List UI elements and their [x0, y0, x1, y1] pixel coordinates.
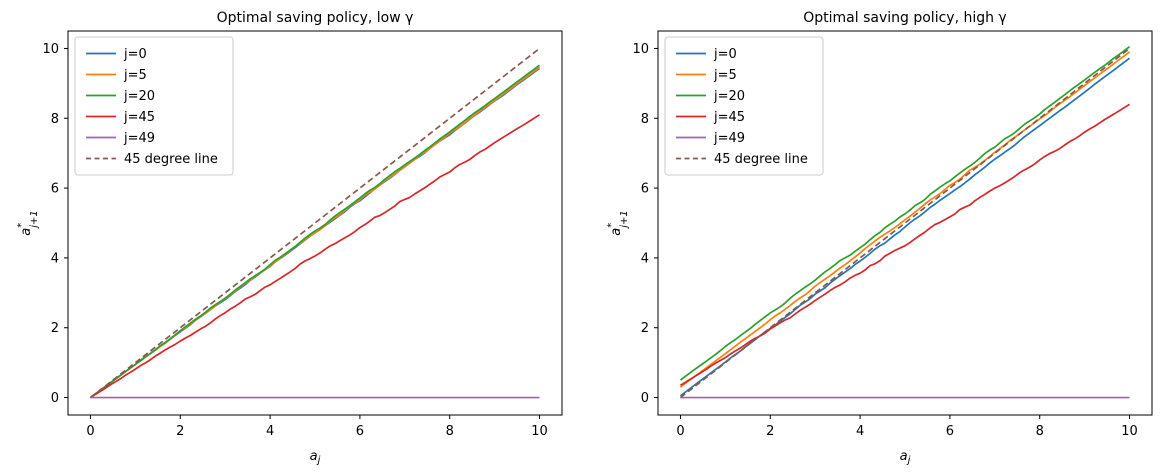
- legend: j=0 j=5 j=20 j=45 j=49 45 degree line: [74, 36, 234, 176]
- y-axis-label-sup: *: [16, 223, 27, 228]
- y-tick-label: 2: [641, 321, 649, 336]
- legend-label: j=0: [713, 47, 737, 62]
- legend-entry: 45 degree line: [86, 152, 218, 167]
- x-tick-label: 2: [766, 424, 774, 439]
- y-axis-label-base: a: [609, 228, 624, 236]
- series-line-j-20: [679, 46, 1131, 381]
- x-axis-label-sub: j: [316, 455, 321, 466]
- legend-box: [664, 36, 824, 176]
- x-tick-label: 6: [356, 424, 364, 439]
- legend-entry: j=5: [86, 68, 147, 83]
- axes-frame: [657, 30, 1153, 416]
- legend-label: j=20: [123, 89, 155, 104]
- y-tick-label: 8: [51, 112, 59, 127]
- chart-title: Optimal saving policy, high γ: [803, 10, 1006, 26]
- legend-entry: j=20: [676, 89, 745, 104]
- x-axis-label-base: a: [900, 449, 908, 464]
- y-tick-label: 8: [641, 112, 649, 127]
- legend-box: [74, 36, 234, 176]
- legend-label: j=0: [123, 47, 147, 62]
- legend-entry: j=49: [676, 131, 745, 146]
- legend: j=0 j=5 j=20 j=45 j=49 45 degree line: [664, 36, 824, 176]
- legend-label: j=5: [713, 68, 737, 83]
- y-tick-label: 2: [51, 321, 59, 336]
- legend-label: j=45: [713, 110, 745, 125]
- series-group: [679, 46, 1131, 399]
- legend-entry: 45 degree line: [676, 152, 808, 167]
- legend-label: j=20: [713, 89, 745, 104]
- x-tick-label: 8: [446, 424, 454, 439]
- series-line-j-20: [89, 64, 541, 399]
- y-tick-label: 4: [51, 251, 59, 266]
- x-tick-label: 10: [531, 424, 548, 439]
- y-tick-label: 0: [641, 391, 649, 406]
- subplot-left: 0 2 4 6 8 10 0 2 4 6 8 10 Optimal saving policy, low…: [16, 10, 563, 466]
- y-tick-label: 6: [51, 182, 59, 197]
- y-tick-label: 10: [42, 42, 59, 57]
- y-axis-label-base: a: [19, 228, 34, 236]
- legend-label: j=49: [123, 131, 155, 146]
- y-tick-label: 4: [641, 251, 649, 266]
- x-axis-label-sub: j: [906, 455, 911, 466]
- x-tick-label: 8: [1036, 424, 1044, 439]
- legend-entry: j=20: [86, 89, 155, 104]
- legend-entry: j=0: [676, 47, 737, 62]
- y-axis-label-sub: j+1: [29, 210, 40, 230]
- y-tick-label: 10: [632, 42, 649, 57]
- legend-entry: j=49: [86, 131, 155, 146]
- legend-label: j=5: [123, 68, 147, 83]
- legend-label: j=45: [123, 110, 155, 125]
- y-axis-label: a* j+1: [16, 210, 40, 236]
- y-axis-label: a* j+1: [606, 210, 630, 236]
- series-line-j-45: [90, 114, 541, 399]
- x-tick-label: 4: [266, 424, 274, 439]
- x-axis-label-base: a: [310, 449, 318, 464]
- subplot-right: 0 2 4 6 8 10 0 2 4 6 8 10 Optimal saving policy, hig…: [606, 10, 1153, 466]
- x-axis-label: aj: [310, 449, 321, 466]
- y-tick-label: 6: [641, 182, 649, 197]
- x-tick-label: 2: [176, 424, 184, 439]
- legend-entry: j=0: [86, 47, 147, 62]
- x-axis-label: aj: [900, 449, 911, 466]
- legend-entry: j=5: [676, 68, 737, 83]
- legend-label: 45 degree line: [714, 152, 808, 167]
- y-axis-label-sup: *: [606, 223, 617, 228]
- axes-frame: [67, 30, 563, 416]
- legend-label: 45 degree line: [124, 152, 218, 167]
- legend-label: j=49: [713, 131, 745, 146]
- x-tick-label: 0: [676, 424, 684, 439]
- x-tick-label: 6: [946, 424, 954, 439]
- series-line-j-45: [679, 103, 1131, 387]
- series-group: [89, 47, 541, 399]
- y-axis-label-sub: j+1: [619, 210, 630, 230]
- x-tick-label: 4: [856, 424, 864, 439]
- y-tick-label: 0: [51, 391, 59, 406]
- chart-title: Optimal saving policy, low γ: [217, 10, 414, 26]
- x-tick-label: 10: [1121, 424, 1138, 439]
- legend-entry: j=45: [676, 110, 745, 125]
- series-line-j-0: [679, 57, 1131, 397]
- series-line-j-5: [679, 51, 1131, 388]
- x-tick-label: 0: [86, 424, 94, 439]
- legend-entry: j=45: [86, 110, 155, 125]
